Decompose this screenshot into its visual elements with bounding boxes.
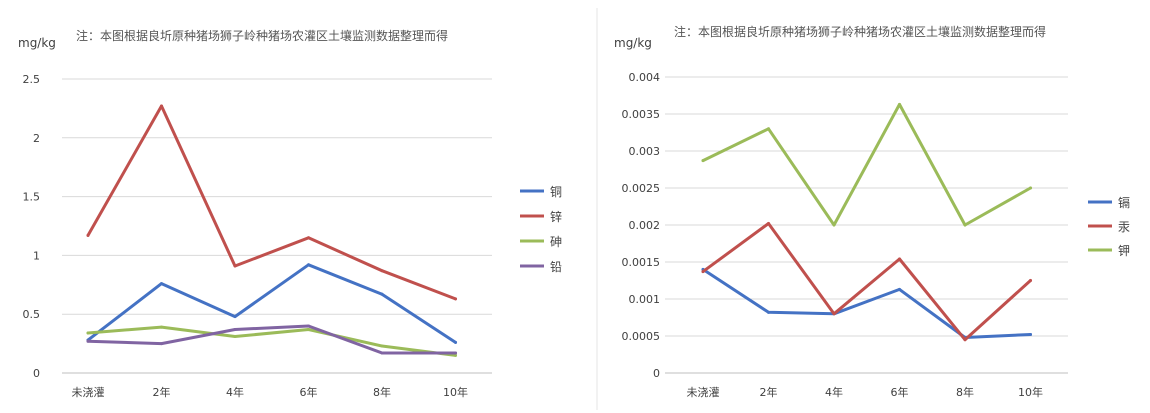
data-point (1029, 279, 1032, 282)
y-tick-label: 0 (33, 367, 40, 380)
series-line-1 (86, 104, 457, 301)
y-tick-label: 2 (33, 132, 40, 145)
data-point (701, 270, 705, 274)
legend-label: 铜 (550, 184, 562, 199)
data-point (454, 340, 457, 344)
data-point (1029, 333, 1032, 337)
x-tick-label: 未浇灌 (687, 386, 720, 399)
x-tick-label: 4年 (226, 385, 244, 399)
x-tick-label: 8年 (956, 385, 974, 399)
data-point (701, 159, 705, 163)
y-tick-label: 0.0035 (622, 108, 661, 121)
data-point (86, 339, 90, 343)
data-point (380, 344, 384, 348)
data-point (963, 338, 967, 342)
series-line-3 (86, 324, 457, 355)
data-point (898, 257, 901, 261)
data-point (454, 297, 457, 301)
legend-label: 铅 (550, 260, 562, 274)
data-point (380, 351, 384, 355)
series-line-2 (701, 102, 1032, 227)
legend-label: 锌 (550, 210, 562, 224)
data-point (233, 264, 237, 268)
y-tick-label: 0.001 (629, 293, 661, 306)
data-point (307, 324, 310, 328)
x-tick-label: 6年 (300, 385, 318, 399)
data-point (380, 269, 384, 273)
data-point (1029, 186, 1032, 190)
y-tick-label: 0.003 (629, 145, 661, 158)
y-tick-label: 2.5 (23, 73, 41, 86)
data-point (898, 287, 901, 291)
data-point (767, 127, 770, 131)
chart-heavy-metals-1: 0 0.5 1 1.5 2 2.5 未浇灌 2年 4年 6年 8年 10年 mg/kg 注：本图根据良圻原… (18, 28, 562, 399)
data-point (160, 282, 163, 286)
y-tick-label: 1 (33, 249, 40, 262)
data-point (832, 223, 836, 227)
chart-note: 注：本图根据良圻原种猪场狮子岭种猪场农灌区土壤监测数据整理而得 (76, 28, 448, 43)
x-tick-label: 2年 (153, 385, 171, 399)
chart-heavy-metals-2: 0 0.0005 0.001 0.0015 0.002 0.0025 0.003 0.0035… (614, 24, 1130, 399)
data-point (307, 327, 310, 331)
data-point (963, 223, 967, 227)
data-point (233, 335, 237, 339)
series-line-2 (86, 325, 457, 357)
data-point (832, 312, 836, 316)
data-point (86, 233, 90, 237)
y-tick-label: 0.002 (629, 219, 661, 232)
legend-label: 砷 (550, 235, 562, 249)
x-tick-label: 2年 (760, 385, 778, 399)
data-point (767, 222, 770, 226)
y-tick-label: 0.0005 (622, 330, 661, 343)
y-axis-unit-label: mg/kg (614, 36, 652, 50)
data-point (160, 342, 163, 346)
series-line-1 (701, 222, 1032, 342)
chart-note: 注：本图根据良圻原种猪场狮子岭种猪场农灌区土壤监测数据整理而得 (674, 24, 1046, 39)
legend-label: 钾 (1118, 244, 1130, 258)
y-tick-label: 0.0025 (622, 182, 661, 195)
x-tick-label: 未浇灌 (72, 386, 105, 399)
data-point (307, 236, 310, 240)
data-point (898, 102, 901, 106)
data-point (454, 353, 457, 357)
y-axis-unit-label: mg/kg (18, 36, 56, 50)
y-tick-label: 0.004 (629, 71, 661, 84)
data-point (380, 292, 384, 296)
x-tick-label: 10年 (1018, 385, 1043, 399)
data-point (86, 331, 90, 335)
y-tick-label: 0.0015 (622, 256, 661, 269)
legend-label: 汞 (1118, 220, 1130, 234)
y-tick-label: 0.5 (23, 308, 41, 321)
data-point (160, 325, 163, 329)
data-point (160, 104, 163, 108)
x-tick-label: 4年 (825, 385, 843, 399)
data-point (767, 310, 770, 314)
data-point (454, 351, 457, 355)
data-point (233, 327, 237, 331)
x-tick-label: 8年 (373, 385, 391, 399)
x-tick-label: 10年 (443, 385, 468, 399)
series-line-0 (86, 263, 457, 344)
data-point (233, 315, 237, 319)
y-tick-label: 0 (653, 367, 660, 380)
y-tick-label: 1.5 (23, 191, 41, 204)
x-tick-label: 6年 (891, 385, 909, 399)
data-point (307, 263, 310, 267)
legend-label: 镉 (1118, 196, 1130, 210)
series-line-0 (701, 267, 1032, 339)
